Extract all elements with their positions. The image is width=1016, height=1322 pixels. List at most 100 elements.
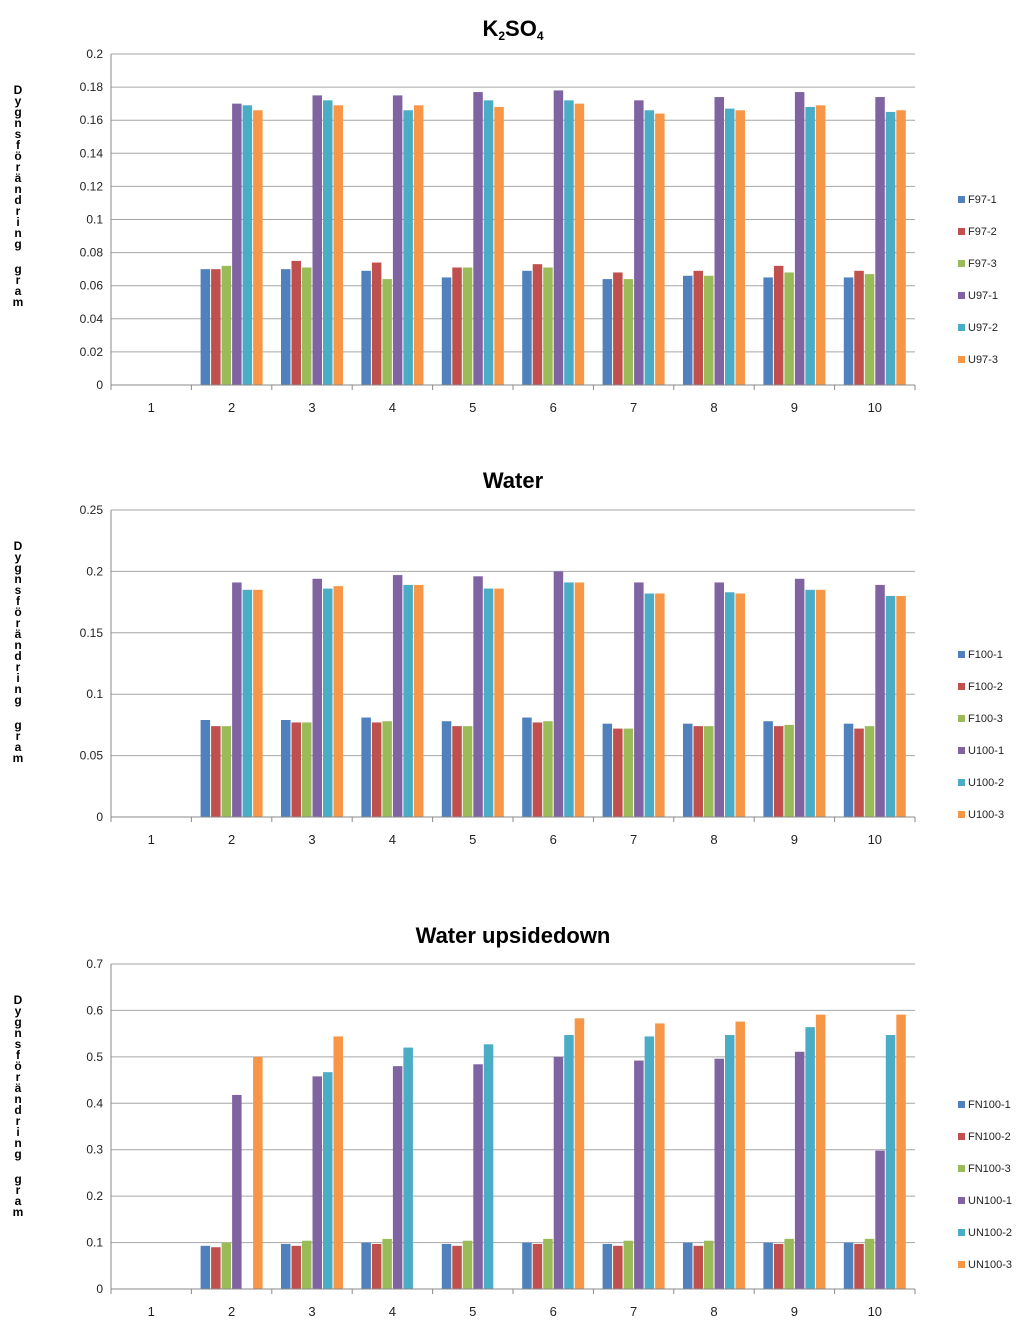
y-tick-label: 0.06: [80, 279, 104, 293]
bar-un100-2-4: [403, 1047, 413, 1289]
bar-fn100-1-3: [281, 1243, 291, 1289]
bar-u100-3-6: [574, 582, 585, 817]
y-tick-label: 0.16: [80, 113, 104, 127]
bar-un100-3-9: [815, 1014, 826, 1289]
x-tick-label: 7: [630, 832, 637, 847]
bar-u97-2-5: [483, 100, 494, 385]
bar-f100-1-8: [683, 723, 693, 817]
legend-label: U97-2: [968, 322, 998, 334]
x-tick-label: 5: [469, 1304, 476, 1319]
bar-un100-2-6: [564, 1035, 574, 1289]
bar-f97-1-7: [602, 279, 613, 385]
bar-fn100-2-10: [854, 1243, 864, 1289]
bar-u100-2-4: [403, 584, 413, 817]
legend-label: F97-2: [968, 226, 997, 238]
bar-u100-2-2: [242, 589, 253, 817]
y-tick-label: 0.04: [80, 312, 104, 326]
bar-u97-1-8: [714, 97, 724, 385]
bar-u97-2-9: [805, 106, 815, 386]
legend-label: U100-2: [968, 777, 1004, 789]
bar-f100-2-6: [532, 722, 543, 817]
x-tick-label: 2: [228, 1304, 235, 1319]
bar-f97-1-5: [441, 277, 452, 385]
bar-f100-1-9: [763, 721, 773, 817]
legend-label: FN100-1: [968, 1099, 1011, 1111]
bar-u97-1-9: [794, 92, 805, 385]
legend-swatch: [958, 715, 965, 722]
bar-un100-2-5: [483, 1044, 494, 1289]
bar-f97-3-10: [864, 274, 875, 385]
bar-f97-2-10: [854, 270, 864, 385]
bar-f100-1-6: [522, 717, 532, 817]
bar-u100-1-4: [392, 575, 403, 817]
chart-water-svg: Water 0 0.05 0.1 0.15 0.2 0.25 1 2 3 4 5 6 7 8 9 10 D y g n s…: [13, 468, 1004, 847]
bar-un100-1-2: [232, 1094, 242, 1289]
bar-u97-1-7: [634, 100, 644, 385]
bar-fn100-2-5: [452, 1245, 462, 1289]
bar-fn100-2-7: [613, 1245, 623, 1289]
legend-label: U100-1: [968, 745, 1004, 757]
bar-f100-3-5: [462, 726, 473, 817]
bar-f100-2-2: [211, 726, 221, 817]
legend-label: U100-3: [968, 809, 1004, 821]
chart-k2so4-svg: K2SO4 0 0.02 0.04 0.06 0.08 0.1 0.12 0.14 0.16 0.1…: [13, 16, 998, 415]
bar-u100-2-5: [483, 588, 494, 817]
legend-label: FN100-3: [968, 1163, 1011, 1175]
y-tick-label: 0.18: [80, 80, 104, 94]
bar-u100-1-8: [714, 582, 724, 817]
bar-u97-1-5: [473, 92, 483, 385]
y-tick-label: 0.1: [86, 213, 103, 227]
bar-u100-2-6: [564, 582, 574, 817]
bar-f100-3-10: [864, 726, 875, 817]
x-tick-label: 8: [710, 400, 717, 415]
bar-u97-1-3: [312, 95, 322, 385]
y-tick-label: 0.02: [80, 345, 104, 359]
legend-swatch: [958, 1197, 965, 1204]
bar-un100-1-8: [714, 1058, 724, 1289]
chart-title: Water upsidedown: [416, 923, 611, 948]
bar-un100-2-7: [644, 1036, 655, 1289]
y-tick-label: 0.2: [86, 47, 103, 61]
x-tick-label: 2: [228, 400, 235, 415]
legend-swatch: [958, 196, 965, 203]
x-tick-label: 4: [389, 1304, 396, 1319]
bar-u100-1-5: [473, 576, 483, 817]
bar-fn100-3-2: [221, 1242, 232, 1289]
y-tick-label: 0.25: [80, 503, 104, 517]
bar-un100-2-10: [885, 1035, 896, 1289]
bar-f97-2-3: [291, 260, 301, 385]
bar-f100-3-2: [221, 726, 232, 817]
bar-f100-3-9: [784, 724, 794, 817]
x-tick-label: 2: [228, 832, 235, 847]
bar-u97-2-8: [725, 108, 735, 386]
x-tick-label: 3: [308, 1304, 315, 1319]
y-tick-label: 0.5: [86, 1050, 103, 1064]
bar-u100-3-8: [735, 593, 745, 817]
bar-u97-2-6: [564, 100, 574, 385]
bar-f100-3-8: [704, 726, 714, 817]
y-tick-label: 0.14: [80, 146, 104, 160]
y-tick-label: 0.2: [86, 564, 103, 578]
legend-swatch: [958, 228, 965, 235]
bar-f97-3-9: [784, 272, 794, 385]
x-tick-label: 4: [389, 400, 396, 415]
x-tick-label: 10: [868, 400, 882, 415]
bar-u100-3-7: [655, 593, 665, 817]
bar-f100-1-2: [200, 719, 211, 817]
x-tick-label: 9: [791, 832, 798, 847]
bar-fn100-1-7: [602, 1243, 613, 1289]
legend-swatch: [958, 324, 965, 331]
x-tick-label: 8: [710, 832, 717, 847]
bar-un100-1-5: [473, 1064, 483, 1289]
bar-un100-3-6: [574, 1018, 585, 1289]
bar-f97-3-3: [302, 267, 312, 385]
bar-f97-2-9: [773, 265, 784, 385]
x-tick-label: 10: [868, 1304, 882, 1319]
bar-u100-1-3: [312, 578, 322, 817]
bar-u100-1-2: [232, 582, 242, 817]
legend-swatch: [958, 1229, 965, 1236]
y-tick-label: 0.08: [80, 246, 104, 260]
bar-u97-3-3: [333, 105, 343, 386]
y-tick-label: 0.3: [86, 1143, 103, 1157]
bar-f97-1-6: [522, 270, 532, 385]
